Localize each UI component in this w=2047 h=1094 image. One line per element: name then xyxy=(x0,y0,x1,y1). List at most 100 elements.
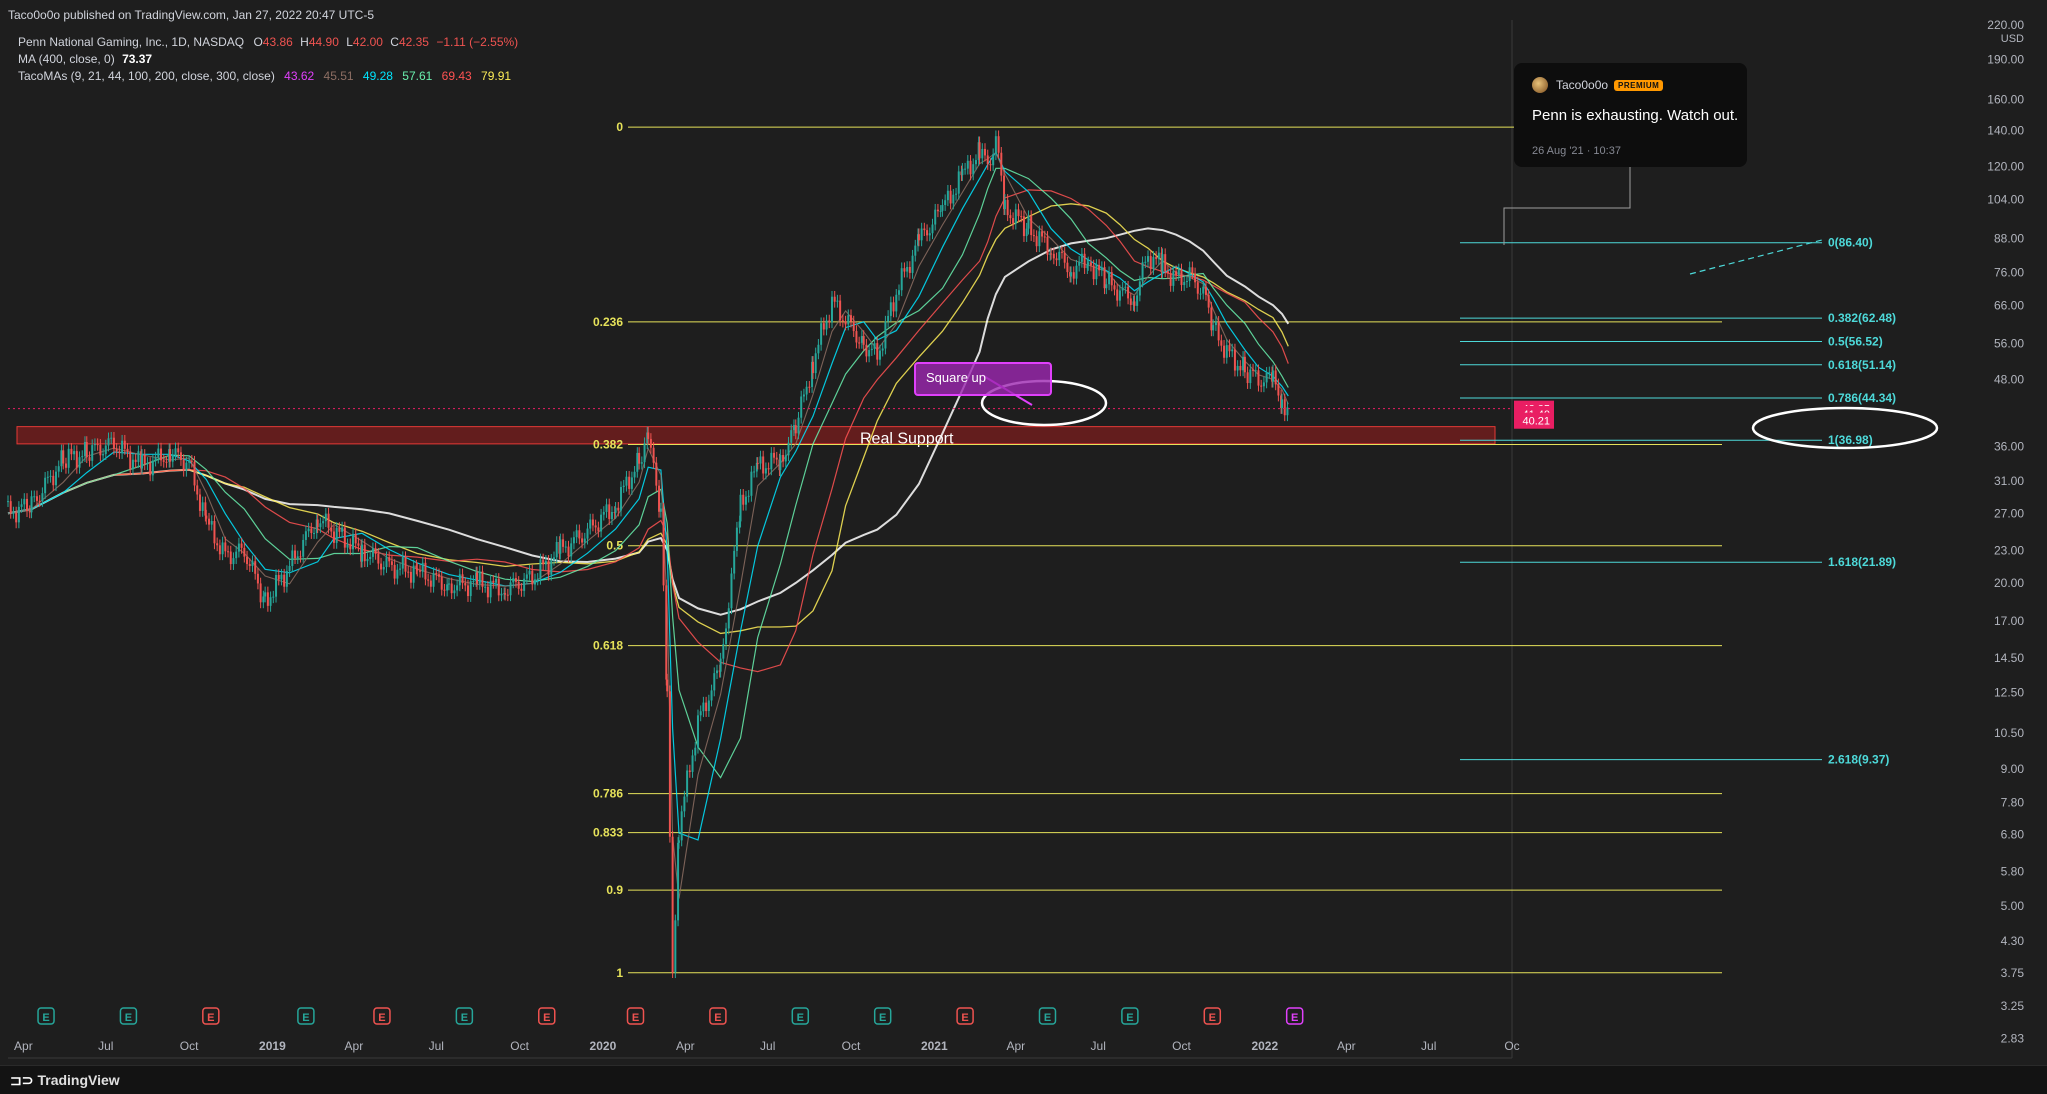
candle-body xyxy=(1207,294,1210,308)
candle-body xyxy=(531,570,534,585)
candle-body xyxy=(1017,209,1020,217)
x-tick-label: Oct xyxy=(510,1039,529,1053)
y-tick-label: 66.00 xyxy=(1994,298,2024,312)
candle-body xyxy=(165,461,168,463)
candle-body xyxy=(443,589,446,591)
candle-body xyxy=(1108,272,1111,285)
candle-body xyxy=(666,679,669,692)
candle-body xyxy=(719,658,722,672)
candle-body xyxy=(570,543,573,557)
candle-body xyxy=(288,566,291,572)
candle-body xyxy=(1262,382,1265,387)
candle-body xyxy=(218,545,221,555)
candle-body xyxy=(1124,286,1127,288)
candle-body xyxy=(1006,199,1009,216)
candle-body xyxy=(1127,286,1130,299)
candle-body xyxy=(506,594,509,596)
fib-left-level-label: 0.5 xyxy=(606,539,623,553)
candle-body xyxy=(1277,384,1280,396)
earnings-marker xyxy=(1121,1007,1139,1025)
candle-body xyxy=(817,344,820,354)
candle-body xyxy=(7,501,9,503)
earnings-marker xyxy=(297,1007,315,1025)
candle-body xyxy=(1191,267,1194,274)
candle-body xyxy=(1052,253,1055,259)
legend-taco-row[interactable]: TacoMAs (9, 21, 44, 100, 200, close, 300… xyxy=(18,69,511,83)
candle-body xyxy=(756,462,759,464)
candle-body xyxy=(28,511,31,513)
candle-body xyxy=(547,560,550,575)
candle-body xyxy=(652,447,655,463)
y-tick-label: 31.00 xyxy=(1994,474,2024,488)
candle-body xyxy=(1060,251,1063,253)
fib-left-level-label: 0.833 xyxy=(593,826,623,840)
candle-body xyxy=(553,557,556,560)
candle-body xyxy=(966,160,969,169)
candle-body xyxy=(196,485,199,495)
candle-body xyxy=(415,565,418,569)
candle-body xyxy=(134,459,137,462)
candle-body xyxy=(705,702,708,712)
candle-body xyxy=(374,548,377,554)
candle-body xyxy=(435,572,438,575)
legend-ma-row[interactable]: MA (400, close, 0) 73.37 xyxy=(18,52,152,66)
legend-taco-value-100: 57.61 xyxy=(402,69,433,83)
candle-body xyxy=(957,171,960,194)
candle-body xyxy=(1194,273,1197,283)
candle-body xyxy=(291,550,294,567)
candle-body xyxy=(677,842,680,921)
candle-body xyxy=(1175,271,1178,276)
y-tick-label: 10.50 xyxy=(1994,726,2024,740)
candle-body xyxy=(1265,372,1268,383)
candle-body xyxy=(997,136,1000,153)
candle-body xyxy=(351,533,354,550)
candle-body xyxy=(137,451,140,462)
candle-body xyxy=(198,494,201,511)
y-tick-label: 9.00 xyxy=(2001,762,2025,776)
candle-body xyxy=(610,512,613,520)
candle-body xyxy=(447,583,450,585)
candle-body xyxy=(773,452,776,458)
candle-body xyxy=(926,230,929,236)
square-up-callout[interactable]: Square up xyxy=(914,362,1052,396)
candle-body xyxy=(476,572,479,584)
fib-left-level-label: 0.618 xyxy=(593,639,623,653)
candle-body xyxy=(594,525,597,528)
premium-badge: PREMIUM xyxy=(1614,80,1664,91)
candle-body xyxy=(107,438,110,446)
support-zone-label: Real Support xyxy=(860,431,954,448)
candle-body xyxy=(755,462,758,472)
comment-user[interactable]: Taco0o0o xyxy=(1556,78,1609,92)
candle-body xyxy=(70,448,73,455)
earnings-marker xyxy=(709,1007,727,1025)
candle-body xyxy=(193,461,196,486)
fib-left-level-label: 0.9 xyxy=(606,883,623,897)
candle-body xyxy=(129,451,132,470)
candle-body xyxy=(1003,175,1006,210)
candle-body xyxy=(1233,349,1236,371)
candle-body xyxy=(839,300,842,321)
taco-ma-300-line xyxy=(7,203,1289,635)
candle-body xyxy=(820,323,823,345)
candle-body xyxy=(805,386,808,395)
tradingview-logo[interactable]: ⊐⊃ TradingView xyxy=(10,1072,120,1089)
candle-body xyxy=(655,462,658,486)
candle-body xyxy=(427,579,430,581)
candle-body xyxy=(949,190,952,204)
fib-right-level-label: 0.382(62.48) xyxy=(1828,311,1896,325)
candle-body xyxy=(636,452,639,472)
earnings-marker-label: E xyxy=(1126,1012,1133,1024)
legend-symbol: Penn National Gaming, Inc., 1D, NASDAQ xyxy=(18,35,245,49)
candle-body xyxy=(338,528,341,532)
legend-close-value: 42.35 xyxy=(398,35,429,49)
legend-symbol-row: Penn National Gaming, Inc., 1D, NASDAQ O… xyxy=(18,35,518,49)
legend-high-value: 44.90 xyxy=(308,35,339,49)
currency-label: USD xyxy=(2001,33,2024,45)
fib-right-level-label: 1.618(21.89) xyxy=(1828,555,1896,569)
candle-body xyxy=(542,559,545,565)
candle-body xyxy=(146,462,149,465)
earnings-marker xyxy=(873,1007,892,1025)
candle-body xyxy=(876,343,879,360)
comment-bubble[interactable]: Taco0o0o PREMIUM Penn is exhausting. Wat… xyxy=(1514,63,1747,167)
